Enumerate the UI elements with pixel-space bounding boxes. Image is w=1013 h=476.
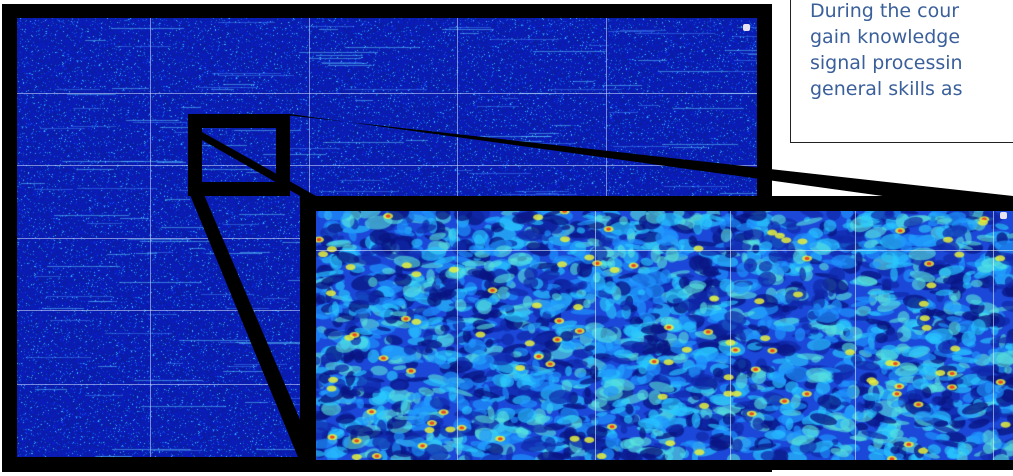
zoom-inset-plot <box>316 211 1013 460</box>
zoom-inset-frame <box>300 196 1013 470</box>
grid-line <box>993 211 994 460</box>
zoom-spectrogram-image <box>316 211 1013 460</box>
description-line: signal processin <box>810 52 963 74</box>
grid-line <box>17 93 757 94</box>
zoom-selection-box <box>188 114 290 196</box>
description-line: general skills as <box>810 78 963 100</box>
grid-line <box>150 18 151 457</box>
square-dot-icon <box>1000 212 1007 219</box>
grid-line <box>855 211 856 460</box>
grid-line <box>457 211 458 460</box>
grid-line <box>730 211 731 460</box>
grid-line <box>17 165 757 166</box>
description-line: During the cour <box>810 0 960 22</box>
grid-line <box>595 211 596 460</box>
grid-line <box>316 250 1013 251</box>
description-text-box: During the cour gain knowledge signal pr… <box>790 0 1013 143</box>
description-line: gain knowledge <box>810 26 961 48</box>
square-dot-icon <box>743 24 750 31</box>
